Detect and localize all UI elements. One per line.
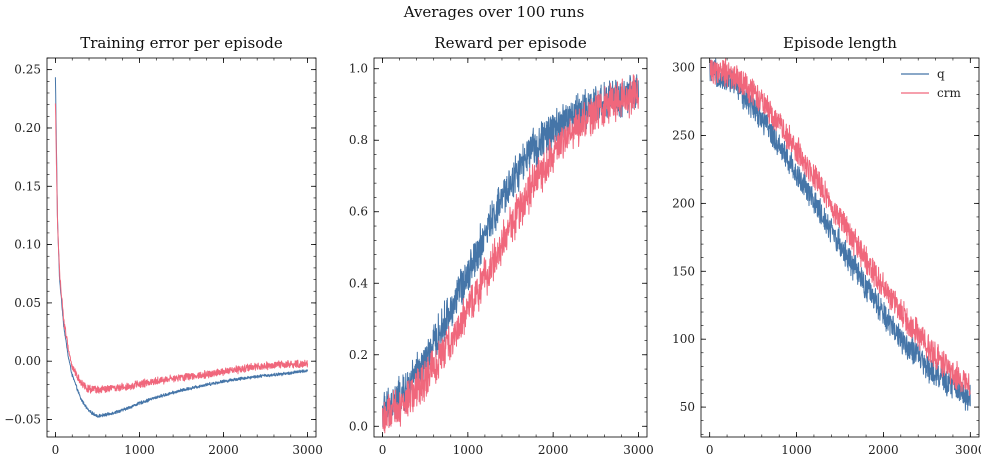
x-tick-label: 1000 [781,443,812,457]
x-tick-label: 0 [379,443,387,457]
x-tick-label: 2000 [868,443,899,457]
y-tick-label: 300 [672,61,695,75]
legend: q crm [901,67,961,100]
series-line-crm [54,103,309,394]
x-tick-label: 2000 [208,443,239,457]
legend-label-q: q [937,67,945,81]
plot-area: 0 1000 2000 3000 50 100 150 200 250 300 q crm [672,57,981,457]
series-line-crm [709,58,971,396]
subplot-reward: Reward per episode 0 1000 2000 3000 0.0 0.2 0.… [349,34,654,457]
y-tick-label: 0.2 [349,348,368,362]
series-line-q [709,58,971,411]
axes-frame [373,57,648,438]
y-tick-label: 0.00 [14,354,41,368]
y-tick-label: 0.25 [14,63,41,77]
series-line-q [382,74,639,428]
subplot-title: Episode length [783,34,897,52]
figure-suptitle: Averages over 100 runs [403,3,585,21]
plot-area: 0 1000 2000 3000 −0.05 0.00 0.05 0.10 0.15 0.20 0.… [4,57,323,457]
plot-area: 0 1000 2000 3000 0.0 0.2 0.4 0.6 0.8 1.0 [349,57,654,457]
y-tick-label: 150 [672,264,695,278]
axes-frame [46,57,317,438]
x-tick-label: 1000 [453,443,484,457]
y-tick-label: 250 [672,128,695,142]
x-tick-label: 3000 [623,443,654,457]
x-tick-label: 1000 [124,443,155,457]
y-tick-label: 0.8 [349,133,368,147]
legend-label-crm: crm [937,86,961,100]
y-tick-label: 0.10 [14,238,41,252]
y-tick-label: 100 [672,332,695,346]
series-line-q [54,77,309,418]
y-tick-label: −0.05 [4,413,41,427]
y-tick-label: 0.15 [14,179,41,193]
y-tick-label: 0.05 [14,296,41,310]
y-tick-label: 0.20 [14,121,41,135]
y-tick-label: 0.0 [349,419,368,433]
series-line-crm [382,74,639,434]
subplot-title: Training error per episode [80,34,283,52]
x-tick-label: 3000 [955,443,981,457]
y-tick-label: 0.4 [349,276,368,290]
y-tick-label: 1.0 [349,62,368,76]
y-tick-label: 0.6 [349,205,368,219]
x-tick-label: 3000 [292,443,323,457]
x-tick-label: 0 [706,443,714,457]
subplot-episode-length: Episode length 0 1000 2000 3000 50 100 150 200 2… [672,34,981,457]
x-tick-label: 0 [52,443,60,457]
x-tick-label: 2000 [538,443,569,457]
y-tick-label: 50 [680,400,695,414]
subplot-training-error: Training error per episode 0 1000 2000 3000… [4,34,323,457]
y-tick-label: 200 [672,196,695,210]
axes-frame [700,57,980,438]
subplot-title: Reward per episode [434,34,587,52]
